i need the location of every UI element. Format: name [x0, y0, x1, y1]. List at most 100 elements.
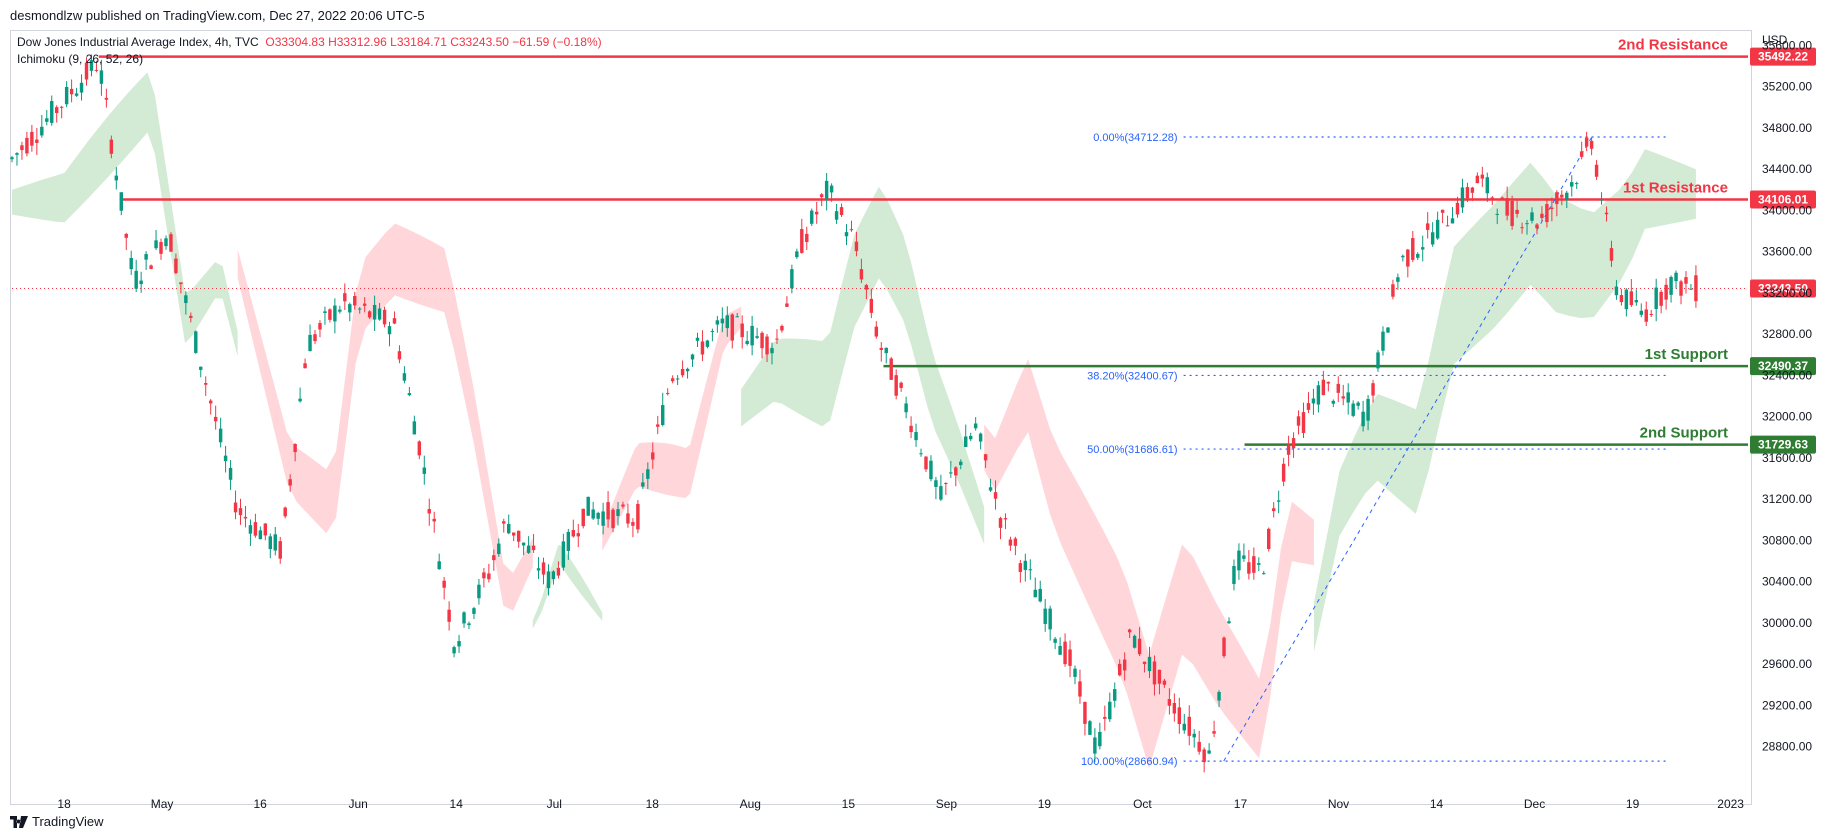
candle-body: [25, 137, 29, 154]
candle-body: [1232, 566, 1236, 584]
candle-body: [1023, 560, 1028, 570]
candle-body: [159, 241, 163, 254]
candle-body: [606, 502, 610, 520]
candle-body: [1038, 588, 1042, 602]
candle-body: [283, 507, 287, 517]
candle-body: [1088, 721, 1092, 735]
support-tag: [1750, 357, 1816, 376]
candle-body: [1336, 383, 1340, 393]
candle-body: [427, 509, 431, 514]
tradingview-logo[interactable]: TradingView: [10, 814, 104, 829]
last-price-label: 33243.50: [1758, 281, 1808, 295]
candle-body: [1137, 638, 1142, 655]
x-tick-label: 18: [57, 797, 71, 811]
candle-body: [288, 479, 292, 486]
candle-body: [695, 337, 700, 341]
candle-body: [1142, 661, 1147, 665]
candle-body: [904, 403, 908, 413]
candle-body: [869, 298, 874, 313]
candle-body: [184, 295, 188, 304]
candle-body: [968, 435, 973, 440]
candle-body: [1078, 681, 1082, 697]
y-tick-label: 32800.00: [1762, 327, 1812, 341]
candle-body: [1197, 741, 1201, 752]
candle-body: [601, 511, 605, 526]
candle-body: [1157, 669, 1162, 684]
candle-body: [780, 325, 784, 331]
candle-body: [785, 303, 789, 307]
candle-body: [1048, 608, 1052, 630]
candle-body: [1018, 563, 1023, 572]
candle-body: [641, 482, 645, 487]
candle-body: [929, 460, 933, 480]
candle-body: [770, 348, 774, 354]
candle-body: [20, 145, 24, 151]
candle-body: [1222, 637, 1226, 657]
candle-body: [1098, 731, 1102, 747]
candle-body: [1654, 287, 1658, 310]
support-tag: [1750, 435, 1816, 454]
candle-body: [357, 308, 362, 310]
candle-body: [59, 106, 64, 108]
candle-body: [213, 416, 218, 422]
candle-body: [134, 270, 138, 289]
candle-body: [1579, 151, 1584, 157]
candle-body: [760, 332, 764, 349]
candle-body: [452, 647, 456, 654]
resistance-value-label: 35492.22: [1758, 50, 1808, 64]
candle-body: [477, 584, 481, 599]
candle-body: [149, 265, 153, 269]
candle-body: [492, 555, 496, 561]
candle-body: [139, 280, 143, 285]
candle-body: [1679, 281, 1683, 296]
candle-body: [1396, 277, 1400, 282]
candle-body: [800, 229, 804, 253]
candle-body: [1614, 286, 1619, 296]
cloud-red: [602, 306, 742, 551]
candle-body: [998, 518, 1003, 528]
resistance-tag: [1750, 190, 1816, 209]
candle-body: [720, 318, 725, 324]
candle-body: [497, 543, 501, 555]
candle-body: [1470, 187, 1475, 193]
candle-body: [1445, 225, 1450, 227]
candle-body: [715, 320, 720, 325]
candle-body: [179, 282, 183, 285]
candle-body: [1401, 255, 1405, 258]
candle-body: [551, 571, 556, 580]
candle-body: [1371, 383, 1375, 396]
candle-body: [874, 326, 879, 337]
candle-body: [1316, 385, 1321, 405]
candle-body: [1694, 275, 1698, 302]
candle-body: [204, 383, 208, 385]
candle-body: [64, 86, 69, 105]
candle-body: [710, 331, 715, 333]
candle-body: [94, 69, 99, 71]
candle-body: [1008, 539, 1013, 546]
candle-body: [1058, 645, 1062, 655]
candle-body: [1520, 227, 1524, 229]
candle-body: [1624, 289, 1629, 310]
candle-body: [1212, 731, 1216, 734]
candle-body: [372, 304, 377, 320]
candle-body: [730, 314, 734, 341]
y-tick-label: 35600.00: [1762, 38, 1812, 52]
candle-body: [482, 572, 486, 579]
candle-body: [1440, 209, 1445, 213]
candle-body: [1113, 689, 1117, 701]
y-tick-label: 30000.00: [1762, 616, 1812, 630]
candle-body: [1495, 213, 1499, 215]
fibonacci-retracement: 0.00%(34712.28) 38.20%(32400.67) 50.00%(31…: [1081, 132, 1667, 768]
candle-body: [54, 107, 59, 113]
candle-body: [993, 492, 998, 499]
y-tick-label: 30800.00: [1762, 533, 1812, 547]
candle-body: [591, 509, 595, 519]
candle-body: [1376, 352, 1380, 369]
candle-body: [1028, 569, 1033, 571]
candle-body: [1331, 400, 1336, 404]
candle-body: [1629, 291, 1634, 306]
candle-body: [397, 351, 402, 360]
y-tick-label: 29200.00: [1762, 698, 1812, 712]
candle-body: [1103, 716, 1107, 719]
